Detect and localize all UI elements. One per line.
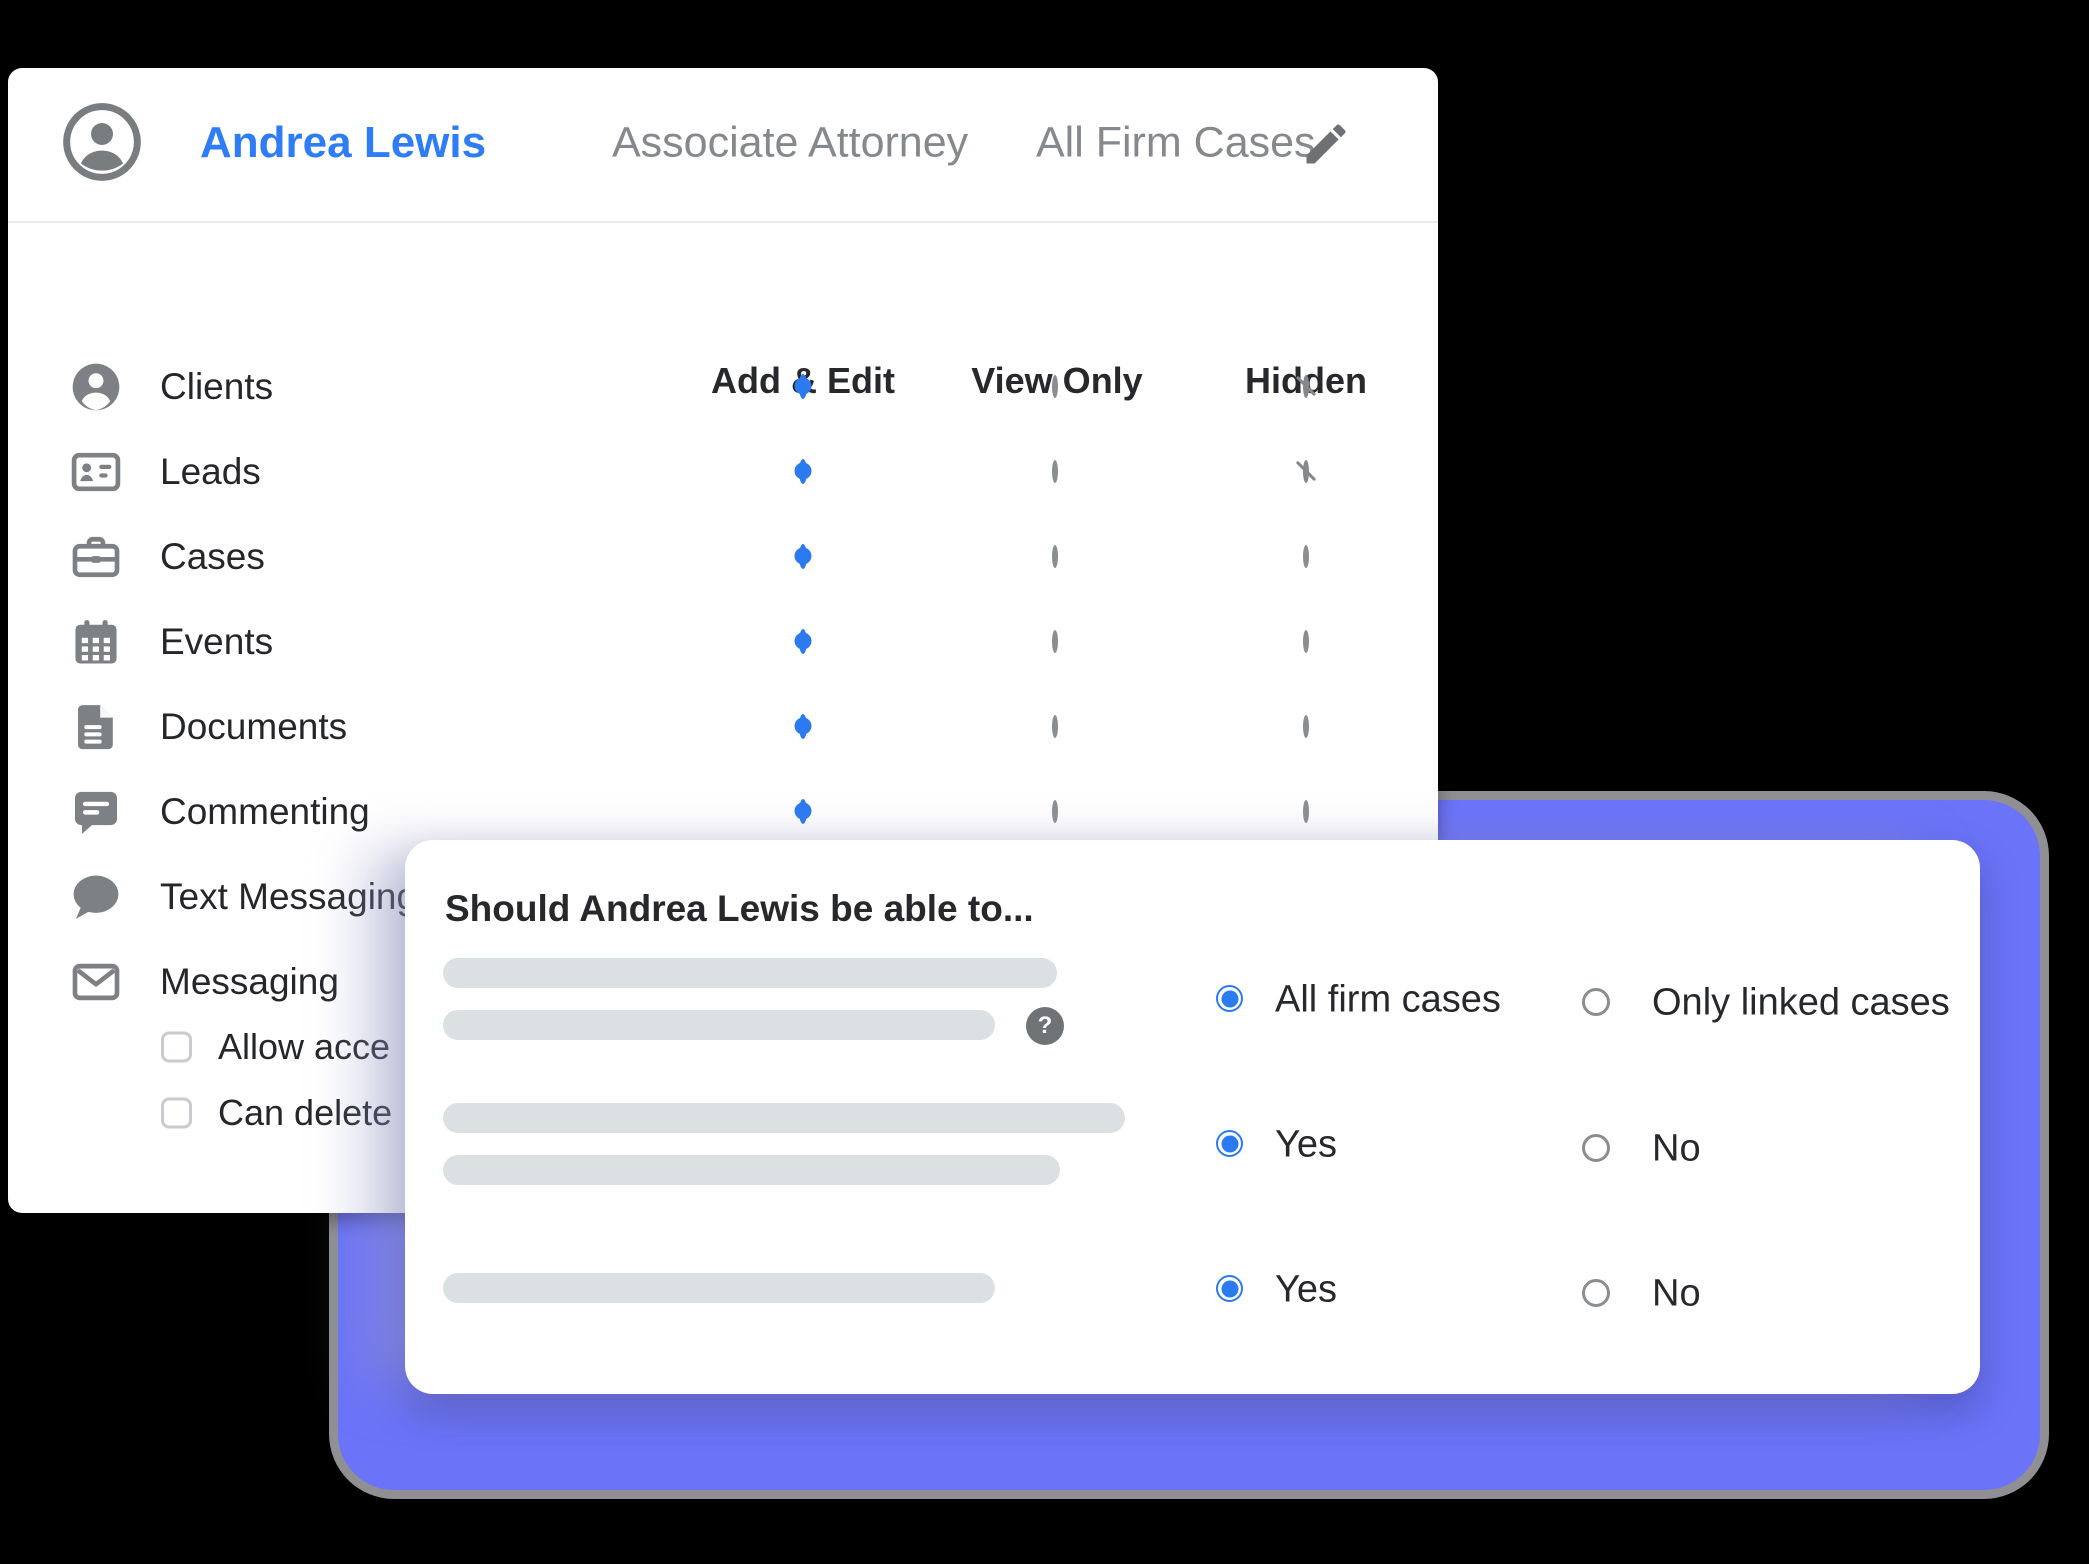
radio-events-view-only[interactable] (1052, 629, 1058, 653)
row-label: Commenting (160, 790, 370, 832)
table-row-text-messaging: Text Messaging (8, 854, 1438, 939)
option-label: No (1652, 1272, 1701, 1315)
option-label: Only linked cases (1652, 981, 1950, 1024)
chat-bubble-icon (68, 869, 124, 925)
radio-no-q2[interactable] (1582, 1134, 1610, 1162)
user-case-scope-text: All Firm Cases (1036, 118, 1316, 167)
person-circle-icon (68, 359, 124, 415)
radio-leads-add-edit[interactable] (799, 458, 807, 484)
radio-documents-hidden[interactable] (1303, 714, 1309, 738)
radio-commenting-hidden[interactable] (1303, 799, 1309, 823)
briefcase-icon (68, 529, 124, 585)
skeleton-text-bar (443, 1155, 1060, 1185)
radio-clients-hidden[interactable] (1303, 374, 1309, 398)
question-card: Should Andrea Lewis be able to... ? All … (405, 840, 1980, 1394)
row-label: Cases (160, 535, 265, 577)
radio-only-linked-cases[interactable] (1582, 988, 1610, 1016)
skeleton-text-bar (443, 1273, 995, 1303)
table-row-leads: Leads (8, 429, 1438, 514)
radio-events-add-edit[interactable] (799, 628, 807, 654)
radio-cases-hidden[interactable] (1303, 544, 1309, 568)
user-name-link[interactable]: Andrea Lewis (200, 118, 487, 167)
table-row-cases: Cases (8, 514, 1438, 599)
radio-leads-hidden[interactable] (1303, 459, 1309, 483)
calendar-icon (68, 614, 124, 670)
table-row-events: Events (8, 599, 1438, 684)
radio-cases-view-only[interactable] (1052, 544, 1058, 568)
row-label: Documents (160, 705, 348, 747)
radio-leads-view-only[interactable] (1052, 459, 1058, 483)
comment-icon (68, 784, 124, 840)
skeleton-text-bar (443, 1010, 995, 1040)
row-label: Leads (160, 450, 261, 492)
option-label: No (1652, 1127, 1701, 1170)
skeleton-text-bar (443, 958, 1057, 988)
help-icon[interactable]: ? (1026, 1007, 1064, 1045)
document-icon (68, 699, 124, 755)
option-label: All firm cases (1275, 978, 1501, 1021)
user-role-text: Associate Attorney (612, 118, 969, 167)
row-label: Text Messaging (160, 875, 418, 917)
ban-icon (1303, 459, 1309, 483)
radio-documents-view-only[interactable] (1052, 714, 1058, 738)
checkbox-row-can-delete: Can delete (8, 1080, 1438, 1146)
skeleton-text-bar (443, 1103, 1125, 1133)
table-row-messaging: Messaging (8, 939, 1438, 1024)
checkbox-row-allow-access: Allow acce (8, 1014, 1438, 1080)
radio-commenting-add-edit[interactable] (799, 798, 807, 824)
table-row-clients: Clients (8, 344, 1438, 429)
table-row-commenting: Commenting (8, 769, 1438, 854)
row-label: Events (160, 620, 274, 662)
option-label: Yes (1275, 1123, 1337, 1166)
envelope-icon (68, 954, 124, 1010)
radio-yes-q2[interactable] (1216, 1130, 1243, 1157)
checkbox-label: Allow acce (218, 1026, 391, 1067)
permissions-card: Andrea Lewis Associate Attorney All Firm… (8, 68, 1438, 1213)
radio-documents-add-edit[interactable] (799, 713, 807, 739)
user-header: Andrea Lewis Associate Attorney All Firm… (8, 68, 1438, 223)
row-label: Messaging (160, 960, 339, 1002)
radio-commenting-view-only[interactable] (1052, 799, 1058, 823)
question-card-title: Should Andrea Lewis be able to... (445, 888, 1034, 929)
radio-clients-view-only[interactable] (1052, 374, 1058, 398)
header-divider (8, 221, 1438, 223)
radio-clients-add-edit[interactable] (799, 373, 807, 399)
radio-events-hidden[interactable] (1303, 629, 1309, 653)
user-avatar-icon (62, 102, 142, 182)
can-delete-checkbox[interactable] (161, 1097, 192, 1129)
radio-no-q3[interactable] (1582, 1279, 1610, 1307)
radio-cases-add-edit[interactable] (799, 543, 807, 569)
contact-card-icon (68, 444, 124, 500)
radio-all-firm-cases[interactable] (1216, 985, 1243, 1012)
allow-access-checkbox[interactable] (161, 1031, 192, 1063)
checkbox-label: Can delete (218, 1092, 393, 1133)
row-label: Clients (160, 365, 274, 407)
option-label: Yes (1275, 1268, 1337, 1311)
table-row-documents: Documents (8, 684, 1438, 769)
permissions-rows: Clients Leads (8, 344, 1438, 1024)
edit-pencil-icon[interactable] (1300, 118, 1352, 170)
radio-yes-q3[interactable] (1216, 1275, 1243, 1302)
ban-icon (1303, 374, 1309, 398)
